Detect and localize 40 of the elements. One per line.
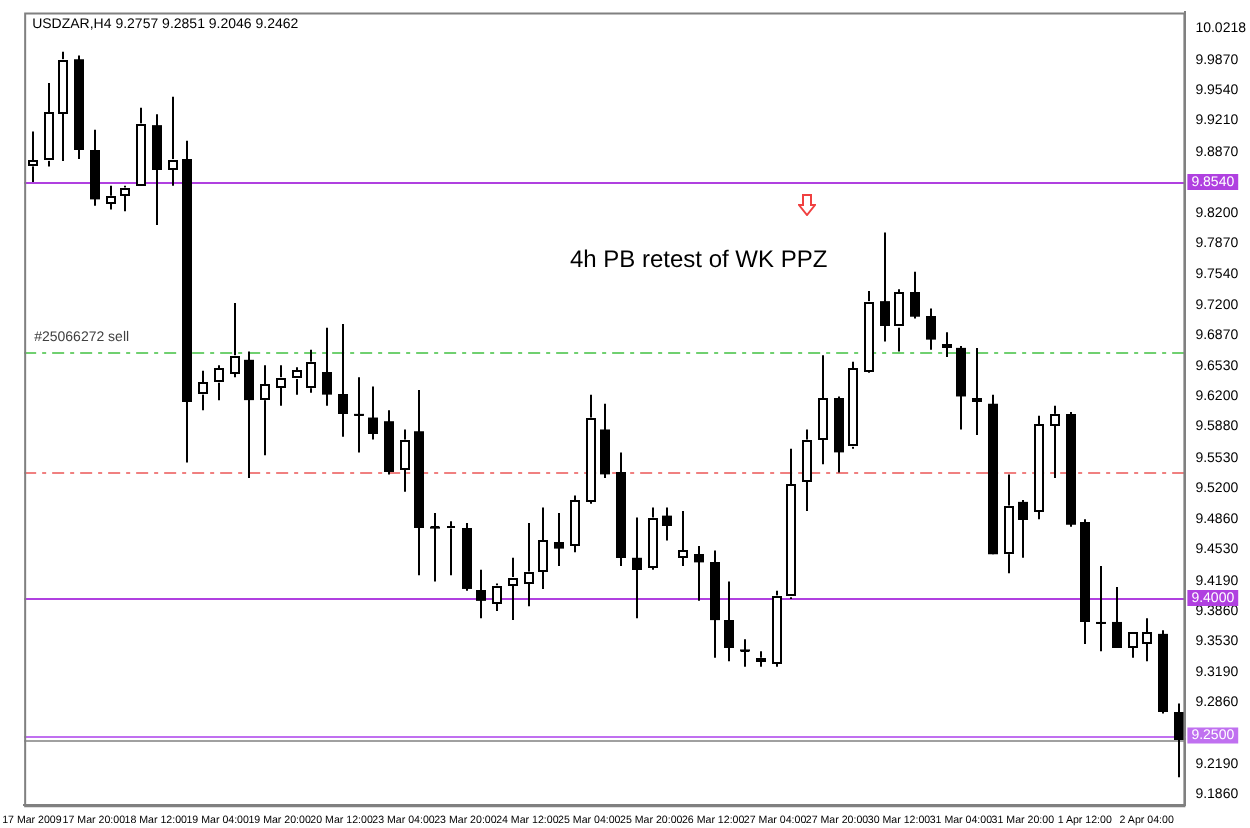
candlestick: [1034, 414, 1044, 521]
candlestick: [678, 510, 688, 568]
candlestick: [1018, 499, 1028, 559]
candlestick: [106, 184, 116, 211]
candlestick: [818, 354, 828, 466]
candlestick: [120, 184, 130, 213]
candlestick: [260, 364, 270, 457]
candlestick: [306, 348, 316, 394]
candlestick: [136, 106, 146, 187]
candlestick: [44, 81, 54, 168]
candlestick: [368, 385, 378, 441]
candlestick: [292, 366, 302, 396]
annotation: 4h PB retest of WK PPZ: [569, 245, 828, 274]
candlestick: [942, 331, 952, 359]
candlestick: [802, 428, 812, 513]
candlestick: [894, 288, 904, 353]
candlestick: [214, 364, 224, 402]
candlestick: [1004, 473, 1014, 575]
candlestick: [508, 556, 518, 622]
candlestick: [524, 521, 534, 608]
candlestick: [476, 568, 486, 620]
candlestick: [632, 516, 642, 620]
candlestick: [694, 544, 704, 602]
candlestick: [338, 323, 348, 438]
candlestick: [786, 447, 796, 601]
candlestick: [1142, 617, 1152, 663]
candlestick: [848, 360, 858, 450]
candlestick: [198, 369, 208, 412]
candlestick: [1050, 404, 1060, 480]
candlestick: [554, 511, 564, 568]
candlestick: [772, 589, 782, 668]
candlestick: [972, 346, 982, 436]
candlestick: [648, 506, 658, 571]
candlestick: [880, 231, 890, 343]
candlestick: [28, 130, 38, 183]
candlestick: [322, 326, 332, 407]
candlestick: [586, 393, 596, 505]
candlestick: [538, 506, 548, 590]
candlestick: [570, 494, 580, 554]
candlestick: [1128, 631, 1138, 659]
